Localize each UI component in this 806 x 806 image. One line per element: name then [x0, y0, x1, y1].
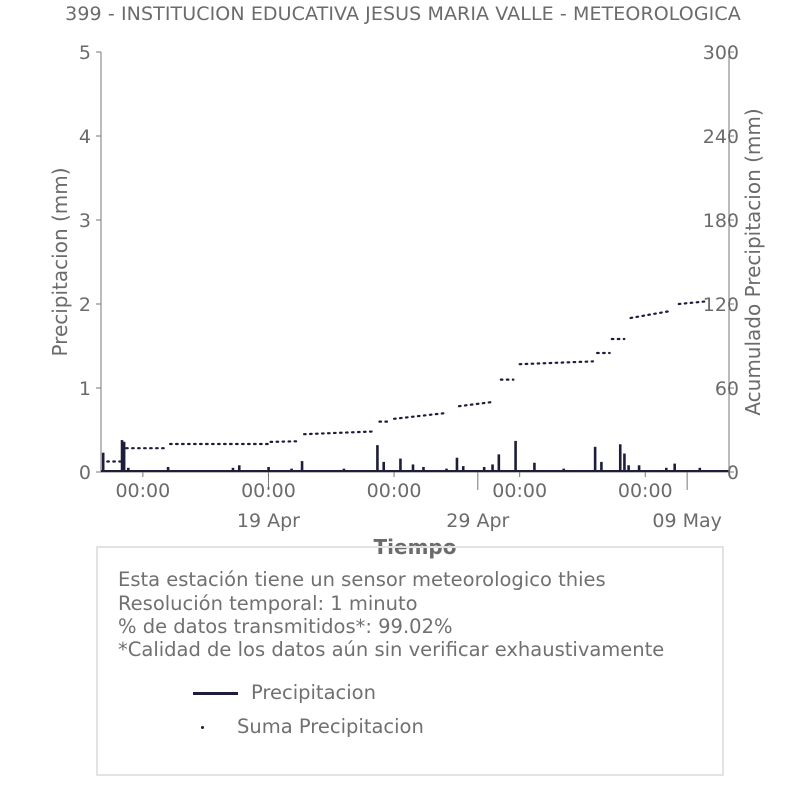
precipitation-bar: [665, 467, 668, 472]
precipitation-bar: [166, 466, 170, 472]
legend-dot-marker: [201, 726, 204, 729]
precipitation-bar: [122, 441, 126, 472]
y-tick-label: 4: [79, 126, 91, 148]
cumulative-segment: [392, 412, 446, 420]
precipitation-bar: [533, 462, 536, 472]
precipitation-bar: [455, 457, 459, 472]
y-tick-label: 3: [79, 210, 91, 232]
cumulative-segment: [629, 309, 672, 320]
precipitation-bars: [101, 440, 729, 472]
y2-axis-title: Acumulado Precipitacion (mm): [741, 108, 765, 415]
precipitation-bar: [411, 464, 415, 472]
y-tick-label: 1: [79, 378, 91, 400]
y2-tick-label: 180: [703, 210, 739, 232]
precipitation-bar: [461, 466, 465, 472]
x-tick-label: 00:00: [115, 480, 170, 502]
cumulative-segment: [677, 300, 710, 306]
precipitation-bar: [482, 466, 486, 472]
info-line-quality-note: *Calidad de los datos aún sin verificar …: [118, 638, 665, 661]
precipitation-bar: [623, 453, 626, 472]
precipitation-bar: [267, 466, 270, 472]
y2-tick-label: 300: [703, 42, 739, 64]
precipitation-bar: [342, 468, 346, 472]
precipitation-bar: [101, 452, 105, 472]
precipitation-bar: [422, 466, 425, 472]
precipitation-bar: [593, 446, 597, 472]
cumulative-segment: [302, 430, 377, 436]
precipitation-bar: [637, 465, 641, 472]
x-date-label: 19 Apr: [237, 510, 300, 532]
x-tick-label: 00:00: [618, 480, 673, 502]
info-line-sensor: Esta estación tiene un sensor meteorolog…: [118, 568, 606, 591]
x-tick-label: 00:00: [241, 480, 296, 502]
cumulative-segment: [457, 400, 494, 408]
precipitation-bar: [445, 468, 448, 472]
precipitation-bar: [514, 440, 517, 472]
precipitation-bar: [618, 444, 622, 472]
axis-labels: 0 1 2 3 4 5 0 60 120 180 240 300 00:00 00:00 00:00 00:0…: [48, 42, 765, 559]
legend-label-suma: Suma Precipitacion: [237, 715, 424, 738]
precipitation-bar: [127, 467, 130, 472]
x-tick-label: 00:00: [492, 480, 547, 502]
precipitation-bar: [237, 465, 241, 472]
precipitation-bar: [382, 461, 385, 472]
precipitation-bar: [497, 454, 501, 472]
info-box: Esta estación tiene un sensor meteorolog…: [96, 546, 724, 776]
legend-line-marker: [193, 692, 238, 695]
y-tick-label: 2: [79, 294, 91, 316]
y2-tick-label: 240: [703, 126, 739, 148]
x-date-label: 29 Apr: [446, 510, 509, 532]
info-line-resolution: Resolución temporal: 1 minuto: [118, 592, 418, 615]
precipitation-bar: [673, 463, 676, 472]
x-tick-label: 00:00: [367, 480, 422, 502]
precipitation-bar: [300, 461, 304, 472]
precipitation-bar: [120, 440, 124, 472]
y-tick-label: 5: [79, 42, 91, 64]
precipitation-bar: [376, 445, 379, 472]
cumulative-segment: [269, 440, 301, 443]
y2-tick-label: 60: [715, 378, 739, 400]
precipitation-bar: [698, 467, 702, 472]
y2-tick-label: 120: [703, 294, 739, 316]
info-line-data-transmitted: % de datos transmitidos*: 99.02%: [118, 615, 453, 638]
y-axis-title: Precipitacion (mm): [48, 167, 72, 356]
precipitation-bar: [231, 467, 235, 472]
legend-label-precipitacion: Precipitacion: [251, 681, 376, 704]
precipitation-bar: [491, 464, 494, 472]
y-tick-label: 0: [79, 462, 91, 484]
axes: [96, 51, 734, 490]
y2-tick-label: 0: [727, 462, 739, 484]
precipitation-bar: [399, 458, 402, 472]
precipitation-bar: [290, 468, 293, 472]
chart-title: 399 - INSTITUCION EDUCATIVA JESUS MARIA …: [65, 3, 741, 25]
precipitation-bar: [600, 461, 603, 472]
precipitation-bar: [562, 468, 566, 472]
precipitation-bar: [627, 465, 630, 472]
x-date-label: 09 May: [652, 510, 722, 532]
cumulative-dots: [106, 300, 710, 463]
cumulative-segment: [518, 360, 595, 366]
